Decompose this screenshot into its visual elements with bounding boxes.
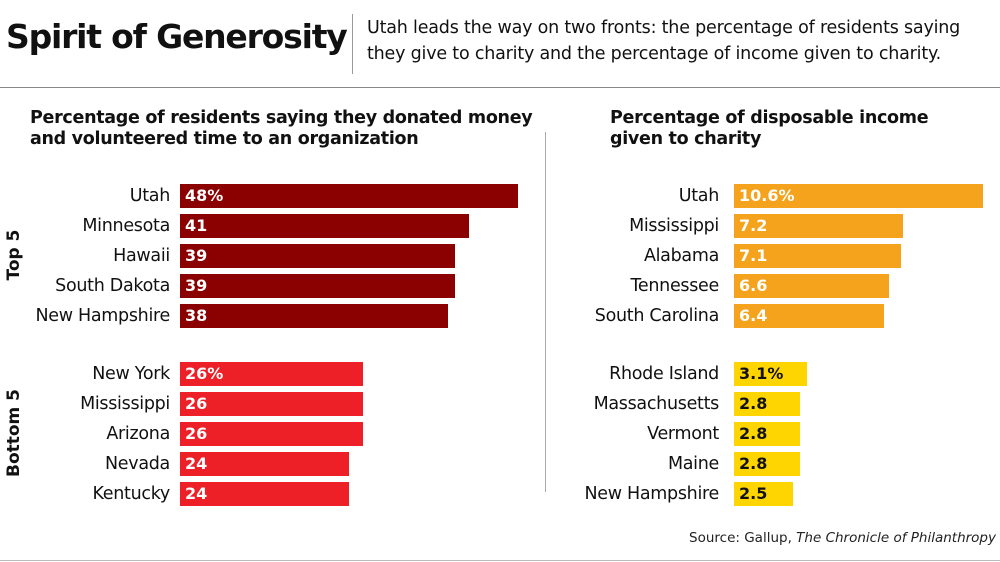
- left-bar-new-york: [180, 362, 363, 386]
- left-value-label-kentucky: 24: [185, 484, 208, 503]
- left-category-minnesota: Minnesota: [82, 216, 170, 236]
- left-category-utah: Utah: [129, 186, 171, 206]
- header-divider: [352, 14, 353, 74]
- left-bar-south-dakota: [180, 274, 455, 298]
- left-bar-nevada: [180, 452, 349, 476]
- right-bar-massachusetts: [734, 392, 800, 416]
- left-bar-minnesota: [180, 214, 469, 238]
- right-bar-rhode-island: [734, 362, 807, 386]
- right-value-label-new-hampshire: 2.5: [739, 484, 768, 503]
- right-category-rhode-island: Rhode Island: [609, 364, 719, 384]
- right-bar-utah: [734, 184, 983, 208]
- right-bar-vermont: [734, 422, 800, 446]
- right-value-label-alabama: 7.1: [739, 246, 768, 265]
- left-bar-hawaii: [180, 244, 455, 268]
- right-category-vermont: Vermont: [647, 424, 719, 444]
- left-category-new-york: New York: [92, 364, 170, 384]
- right-category-maine: Maine: [667, 454, 719, 474]
- left-value-label-arizona: 26: [185, 424, 208, 443]
- left-value-label-mississippi: 26: [185, 394, 208, 413]
- top-rule: [0, 87, 1000, 88]
- left-category-arizona: Arizona: [106, 424, 170, 444]
- left-bar-new-hampshire: [180, 304, 448, 328]
- right-value-label-maine: 2.8: [739, 454, 768, 473]
- source-publication: The Chronicle of Philanthropy: [796, 530, 996, 546]
- left-bar-arizona: [180, 422, 363, 446]
- panel-divider: [545, 132, 546, 492]
- right-value-label-south-carolina: 6.4: [739, 306, 768, 325]
- left-value-label-new-hampshire: 38: [185, 306, 208, 325]
- right-bar-maine: [734, 452, 800, 476]
- bottom-rule: [0, 560, 1000, 561]
- left-value-label-south-dakota: 39: [185, 276, 208, 295]
- right-value-label-tennessee: 6.6: [739, 276, 768, 295]
- page-title: Spirit of Generosity: [6, 17, 348, 56]
- right-category-tennessee: Tennessee: [630, 276, 719, 296]
- left-category-kentucky: Kentucky: [92, 484, 170, 504]
- left-value-label-minnesota: 41: [185, 216, 208, 235]
- source-note: Source: Gallup, The Chronicle of Philant…: [689, 530, 996, 546]
- left-bar-utah: [180, 184, 518, 208]
- left-chart-title: Percentage of residents saying they dona…: [30, 108, 533, 149]
- left-value-label-nevada: 24: [185, 454, 208, 473]
- right-bar-mississippi: [734, 214, 903, 238]
- right-value-label-utah: 10.6%: [739, 186, 795, 205]
- right-bar-south-carolina: [734, 304, 884, 328]
- left-value-label-hawaii: 39: [185, 246, 208, 265]
- left-value-label-utah: 48%: [185, 186, 224, 205]
- right-bar-new-hampshire: [734, 482, 793, 506]
- right-value-label-mississippi: 7.2: [739, 216, 768, 235]
- source-prefix: Source: Gallup,: [689, 530, 797, 546]
- right-category-utah: Utah: [678, 186, 720, 206]
- left-bar-mississippi: [180, 392, 363, 416]
- left-category-new-hampshire: New Hampshire: [35, 306, 170, 326]
- right-bar-alabama: [734, 244, 901, 268]
- left-category-south-dakota: South Dakota: [55, 276, 170, 296]
- right-bar-tennessee: [734, 274, 889, 298]
- left-bar-kentucky: [180, 482, 349, 506]
- right-category-south-carolina: South Carolina: [594, 306, 720, 326]
- right-category-new-hampshire: New Hampshire: [584, 484, 719, 504]
- right-chart-title: Percentage of disposable income given to…: [610, 108, 929, 149]
- left-category-mississippi: Mississippi: [80, 394, 170, 414]
- right-category-alabama: Alabama: [643, 246, 719, 266]
- left-category-nevada: Nevada: [105, 454, 170, 474]
- right-category-mississippi: Mississippi: [629, 216, 719, 236]
- right-value-label-vermont: 2.8: [739, 424, 768, 443]
- left-value-label-new-york: 26%: [185, 364, 224, 383]
- right-category-massachusetts: Massachusetts: [593, 394, 720, 414]
- left-category-hawaii: Hawaii: [113, 246, 170, 266]
- right-value-label-rhode-island: 3.1%: [739, 364, 784, 383]
- right-value-label-massachusetts: 2.8: [739, 394, 768, 413]
- page-subtitle: Utah leads the way on two fronts: the pe…: [367, 18, 961, 64]
